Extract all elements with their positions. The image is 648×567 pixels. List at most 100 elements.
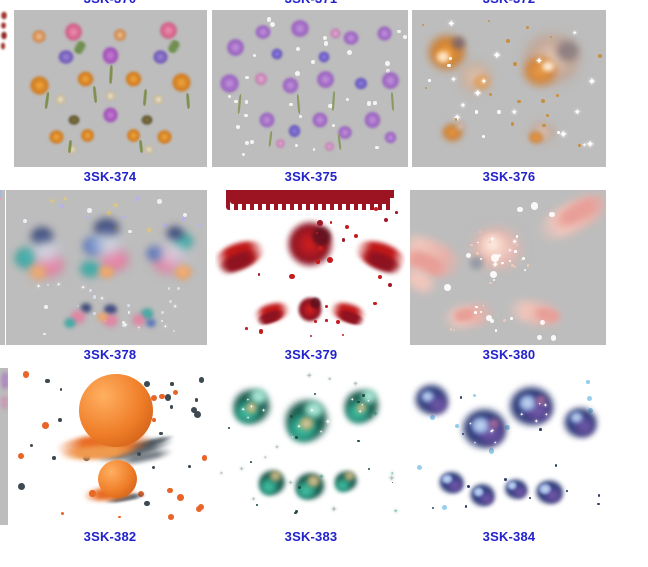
product-image[interactable] [14, 10, 207, 167]
art-blob [294, 71, 300, 76]
product-code-link[interactable]: 3SK-380 [482, 347, 536, 362]
art-blob [312, 66, 339, 92]
art-blob [0, 192, 2, 195]
art-blob [299, 396, 329, 423]
product-code-link[interactable]: 3SK-376 [482, 169, 536, 184]
art-blob [144, 380, 150, 387]
product-image[interactable]: ✦ ✦ ✦ ✦ ✦ ✦ ✦ ✦ ✦ ✦ ✦ ✦ ✦ ✦ [6, 190, 207, 345]
art-blob [82, 484, 138, 503]
art-blob [285, 122, 304, 140]
art-blob [521, 257, 525, 261]
art-blob [170, 382, 174, 386]
art-blob [124, 126, 144, 145]
art-blob [83, 454, 91, 461]
product-code-link[interactable]: 3SK-375 [284, 169, 338, 184]
sparkle-icon: ✦ [49, 198, 55, 205]
art-blob [312, 148, 316, 152]
partial-product-image[interactable] [0, 368, 8, 525]
sparkle-icon: ✦ [326, 438, 333, 446]
art-blob [108, 462, 115, 468]
art-blob [94, 433, 177, 466]
art-blob [352, 75, 370, 93]
product-image[interactable]: ✦ ✦ ✦ ✦ ✦ ✦ ✦ ✦ ✦ ✦ ✦ ✦ ✦ ✦ ✦ [412, 10, 606, 167]
art-blob [464, 479, 501, 512]
art-blob [287, 85, 292, 91]
art-blob [241, 153, 245, 157]
product-code-link[interactable]: 3SK-374 [83, 169, 137, 184]
art-blob [236, 93, 242, 115]
product-code-link[interactable]: 3SK-383 [284, 529, 338, 544]
art-blob [500, 378, 563, 434]
art-blob [475, 305, 479, 309]
art-blob [522, 316, 525, 318]
product-code-link[interactable]: 3SK-371 [285, 0, 338, 6]
art-blob [61, 19, 87, 45]
art-blob [215, 245, 261, 277]
sparkle-icon: ✦ [81, 285, 86, 292]
art-blob [26, 223, 59, 250]
partial-product-image[interactable] [0, 190, 5, 345]
art-blob [246, 385, 272, 408]
sparkle-icon: ✦ [535, 56, 543, 67]
art-blob [252, 21, 274, 43]
art-blob [185, 93, 191, 110]
art-blob [226, 196, 394, 211]
art-blob [429, 406, 433, 411]
art-blob [533, 392, 550, 407]
art-blob [273, 137, 288, 150]
art-blob [314, 393, 317, 396]
art-blob [470, 414, 510, 452]
product-image[interactable]: ✦ ✦ ✦ ✦ ✦ ✦ ✦ ✦ ✦ ✦ ✦ ✦ ✦ ✦ ✦ ✦ ✦ ✦ ✦ ✦ ✦ ✦ ✦ ✦ ✦ ✦ ✦ ✦ ✦ ✦ ✦ ✦ ✦ [215, 368, 405, 527]
art-blob [121, 324, 126, 328]
art-blob [422, 23, 425, 26]
art-blob [516, 50, 564, 93]
art-blob [529, 474, 569, 510]
art-blob [89, 288, 93, 292]
product-code-link[interactable]: 3SK-384 [482, 529, 536, 544]
art-blob [52, 92, 69, 107]
art-blob [493, 264, 496, 267]
sparkle-icon: ✦ [173, 304, 178, 311]
art-blob [275, 391, 337, 450]
art-blob [153, 126, 176, 148]
product-code-link[interactable]: 3SK-382 [83, 529, 137, 544]
art-blob [466, 485, 470, 489]
product-image[interactable] [13, 368, 207, 527]
sparkle-icon: ✦ [558, 128, 569, 141]
art-blob [373, 101, 377, 105]
art-blob [245, 326, 248, 330]
sparkle-icon: ✦ [122, 323, 128, 330]
art-blob [366, 101, 371, 106]
partial-product-image[interactable] [0, 10, 8, 167]
art-blob [281, 408, 324, 449]
art-blob [331, 90, 336, 112]
product-image[interactable] [212, 10, 408, 167]
art-blob [485, 314, 492, 321]
art-blob [410, 261, 442, 299]
art-blob [227, 427, 230, 430]
product-image[interactable] [215, 190, 405, 345]
product-code-link[interactable]: 3SK-370 [84, 0, 137, 6]
art-blob [336, 133, 342, 150]
product-code-link[interactable]: 3SK-378 [83, 347, 137, 362]
art-blob [136, 426, 143, 433]
art-blob [289, 274, 295, 280]
art-blob [112, 466, 119, 473]
sparkle-icon: ✦ [360, 403, 364, 408]
art-blob [194, 398, 198, 402]
sparkle-icon: ✦ [274, 444, 280, 451]
sparkle-icon: ✦ [318, 472, 325, 482]
art-blob [22, 371, 29, 378]
product-image[interactable]: ✦ ✦ ✦ ✦ ✦ ✦ ✦ ✦ ✦ ✦ [410, 368, 606, 527]
art-blob [477, 241, 480, 244]
art-blob [353, 400, 369, 415]
art-blob [198, 504, 205, 510]
product-code-link[interactable]: 3SK-379 [284, 347, 338, 362]
product-image[interactable]: ✦ ✦ ✦ ✦ ✦ ✦ [410, 190, 606, 345]
art-blob [129, 434, 176, 452]
art-blob [289, 102, 293, 107]
art-blob [87, 208, 92, 213]
product-code-link[interactable]: 3SK-372 [483, 0, 536, 6]
art-blob [360, 108, 385, 132]
art-blob [277, 212, 343, 277]
